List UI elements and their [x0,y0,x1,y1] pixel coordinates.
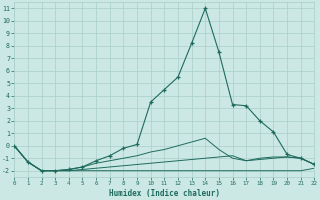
X-axis label: Humidex (Indice chaleur): Humidex (Indice chaleur) [109,189,220,198]
